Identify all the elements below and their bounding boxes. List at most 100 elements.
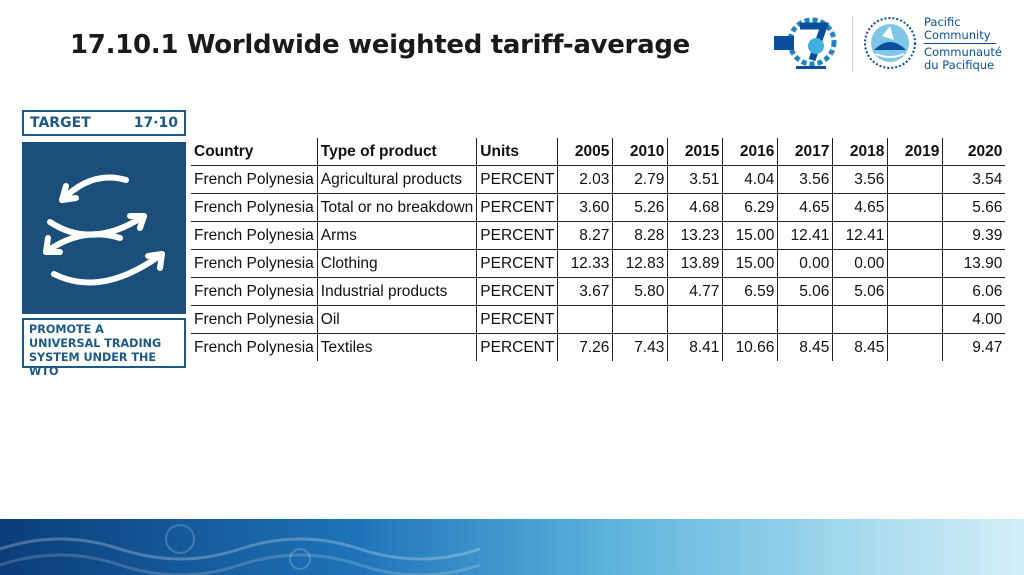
table-cell: 5.06 [777,277,834,306]
target-label: TARGET [30,115,91,131]
table-cell: 0.00 [832,249,889,278]
table-cell: 9.47 [942,333,1006,361]
table-cell: French Polynesia [191,249,318,278]
table-cell: 3.51 [667,165,724,194]
tariff-table: Country Type of product Units 2005 2010 … [191,138,1006,361]
header-2019: 2019 [887,138,944,166]
table-cell: 13.90 [942,249,1006,278]
table-cell [832,305,889,334]
header-country: Country [191,138,318,166]
table-cell: 3.54 [942,165,1006,194]
table-cell [887,305,944,334]
table-cell: 4.65 [832,193,889,222]
table-cell: 4.00 [942,305,1006,334]
table-cell: 8.45 [777,333,834,361]
table-row: French Polynesia Oil PERCENT 4.00 [191,305,1006,334]
table-cell: 3.60 [557,193,614,222]
table-cell: 8.28 [612,221,669,250]
table-row: French Polynesia Textiles PERCENT 7.26 7.43 8… [191,333,1006,361]
table-cell: PERCENT [476,249,559,278]
header-2020: 2020 [942,138,1006,166]
table-cell: 6.29 [722,193,779,222]
table-cell: 12.83 [612,249,669,278]
header-units: Units [476,138,559,166]
table-cell: 4.68 [667,193,724,222]
table-cell: Agricultural products [316,165,478,194]
table-row: French Polynesia Total or no breakdown PER… [191,193,1006,222]
logo-line-3: Communauté [924,45,1002,59]
table-cell: PERCENT [476,305,559,334]
table-cell [887,333,944,361]
table-cell [887,249,944,278]
table-cell: 8.41 [667,333,724,361]
table-cell: 15.00 [722,221,779,250]
table-cell: PERCENT [476,165,559,194]
table-cell: 12.41 [777,221,834,250]
table-cell: 15.00 [722,249,779,278]
table-cell: French Polynesia [191,305,318,334]
table-cell: 4.04 [722,165,779,194]
table-cell: Industrial products [316,277,478,306]
table-cell [887,165,944,194]
table-cell: 7.26 [557,333,614,361]
table-cell: PERCENT [476,221,559,250]
table-header-row: Country Type of product Units 2005 2010 … [191,138,1006,166]
pacific-community-logo-icon [864,17,916,69]
table-cell [612,305,669,334]
table-row: French Polynesia Agricultural products PER… [191,165,1006,194]
header-2015: 2015 [667,138,724,166]
table-row: French Polynesia Industrial products PERCE… [191,277,1006,306]
table-cell: 0.00 [777,249,834,278]
table-cell: 4.65 [777,193,834,222]
table-cell: Arms [316,221,478,250]
table-cell: 7.43 [612,333,669,361]
table-cell [557,305,614,334]
table-cell: 9.39 [942,221,1006,250]
table-cell: 13.89 [667,249,724,278]
table-row: French Polynesia Arms PERCENT 8.27 8.28 13.23… [191,221,1006,250]
table-cell [887,221,944,250]
logo-divider [852,16,853,72]
table-cell: 3.56 [832,165,889,194]
table-cell: Textiles [316,333,478,361]
table-cell [887,277,944,306]
table-cell: 2.79 [612,165,669,194]
table-cell: 6.06 [942,277,1006,306]
page-title: 17.10.1 Worldwide weighted tariff-averag… [70,30,690,60]
table-cell: 12.33 [557,249,614,278]
table-cell: 10.66 [722,333,779,361]
table-cell: Clothing [316,249,478,278]
table-cell: 8.45 [832,333,889,361]
table-cell: French Polynesia [191,333,318,361]
sdg-target-card: TARGET 17·10 PROMOTE A UNIVERSAL TRADING… [22,110,186,378]
table-cell [887,193,944,222]
header-2016: 2016 [722,138,779,166]
table-cell: 13.23 [667,221,724,250]
logo-line-4: du Pacifique [924,57,995,72]
table-cell: Total or no breakdown [316,193,478,222]
header-2017: 2017 [777,138,834,166]
table-cell: French Polynesia [191,193,318,222]
table-cell: Oil [316,305,478,334]
header-2018: 2018 [832,138,889,166]
table-cell: French Polynesia [191,165,318,194]
table-cell [667,305,724,334]
target-header: TARGET 17·10 [22,110,186,136]
table-cell: 8.27 [557,221,614,250]
table-cell: PERCENT [476,193,559,222]
table-cell [777,305,834,334]
logo-line-1: Pacific [924,15,961,29]
table-cell: 3.56 [777,165,834,194]
table-cell: 5.66 [942,193,1006,222]
wave-pattern-icon [0,524,481,575]
trade-arrows-icon [22,142,186,314]
table-cell: 3.67 [557,277,614,306]
table-cell: 5.26 [612,193,669,222]
logo-line-2: Community [924,27,991,42]
target-number: 17·10 [133,115,178,131]
pacific-community-wordmark: Pacific Community Communauté du Pacifiqu… [924,16,1002,71]
table-cell: 12.41 [832,221,889,250]
table-cell: PERCENT [476,277,559,306]
table-cell: 2.03 [557,165,614,194]
spc-75-anniversary-logo [774,17,837,69]
